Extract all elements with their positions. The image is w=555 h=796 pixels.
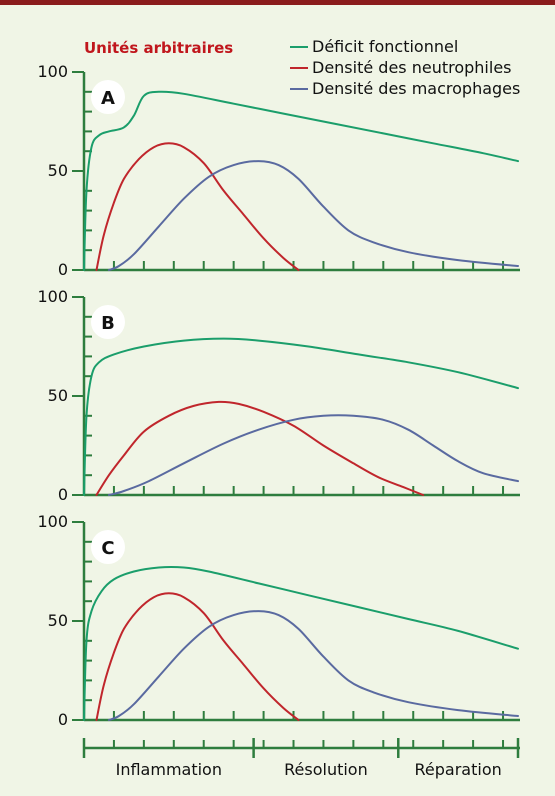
series-line-c-macrophages [107, 610, 519, 721]
series-line-b-macrophages [107, 414, 519, 496]
unit-label: Unités arbitraires [84, 39, 233, 57]
y-tick-label-c: 0 [58, 710, 68, 729]
series-line-a-deficit [83, 90, 519, 271]
panel-letter-circle-c [91, 530, 125, 564]
series-line-b-deficit [83, 337, 519, 496]
y-tick-label-b: 50 [48, 386, 68, 405]
panel-letter-b: B [101, 313, 115, 334]
y-tick-label-b: 100 [37, 287, 68, 306]
series-line-a-neutrophiles [95, 142, 300, 271]
panel-letter-circle-a [91, 80, 125, 114]
y-tick-label-a: 100 [37, 62, 68, 81]
series-line-b-neutrophiles [95, 400, 425, 496]
phase-label-1: Inflammation [116, 760, 222, 779]
top-accent-bar [0, 0, 555, 5]
y-tick-label-b: 0 [58, 485, 68, 504]
phase-label-3: Réparation [415, 760, 502, 779]
y-tick-label-a: 0 [58, 260, 68, 279]
y-tick-label-a: 50 [48, 161, 68, 180]
phase-label-2: Résolution [284, 760, 368, 779]
panel-letter-c: C [101, 538, 114, 559]
y-tick-label-c: 100 [37, 512, 68, 531]
series-line-c-neutrophiles [95, 592, 300, 721]
series-line-c-deficit [83, 566, 519, 721]
series-line-a-macrophages [107, 160, 519, 271]
y-tick-label-c: 50 [48, 611, 68, 630]
legend-entry: Déficit fonctionnel [312, 37, 458, 56]
legend-entry: Densité des neutrophiles [312, 58, 512, 77]
legend-entry: Densité des macrophages [312, 79, 520, 98]
panel-letter-circle-b [91, 305, 125, 339]
panel-letter-a: A [101, 88, 115, 109]
